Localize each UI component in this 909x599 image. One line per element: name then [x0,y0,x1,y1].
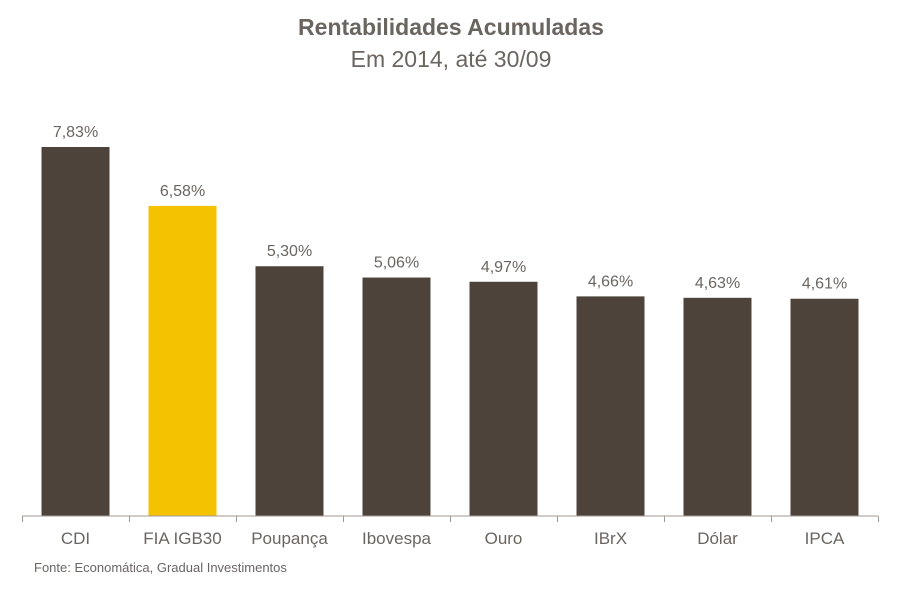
bar-d-lar [683,297,752,516]
source-note: Fonte: Economática, Gradual Investimento… [34,560,287,575]
bar-cdi [41,147,110,516]
bar-ibovespa [362,277,431,516]
bar-fia-igb30 [148,205,217,516]
data-label: 4,66% [588,273,633,290]
category-label: Ibovespa [362,529,432,548]
data-label: 4,97% [481,259,526,276]
chart-title: Rentabilidades Acumuladas [298,14,604,40]
data-label: 7,83% [53,124,98,141]
data-label: 4,63% [695,275,740,292]
x-axis [22,515,879,522]
category-label: IPCA [805,529,845,548]
bar-ipca [790,298,859,516]
category-label: Poupança [251,529,328,548]
category-label: Ouro [485,529,523,548]
bar-ibrx [576,296,645,516]
category-label: IBrX [594,529,627,548]
data-label: 6,58% [160,183,205,200]
data-label: 4,61% [802,276,847,293]
bar-poupan-a [255,266,324,516]
value-labels-layer: 7,83% 6,58% 5,30% 5,06% 4,97% 4,66% 4,63% 4,61% [53,124,847,293]
data-label: 5,30% [267,243,312,260]
bar-ouro [469,281,538,516]
bars-layer [41,147,859,516]
category-label: Dólar [697,529,738,548]
category-label: CDI [61,529,90,548]
bar-chart: 7,83% 6,58% 5,30% 5,06% 4,97% 4,66% 4,63% 4,61%… [22,124,879,548]
category-labels-layer: CDI FIA IGB30 Poupança Ibovespa Ouro IBrX Dóla… [61,529,845,548]
category-label: FIA IGB30 [143,529,221,548]
data-label: 5,06% [374,255,419,272]
chart-subtitle: Em 2014, até 30/09 [350,46,552,72]
